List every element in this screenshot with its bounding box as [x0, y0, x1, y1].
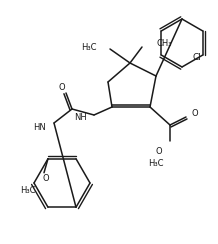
Text: O: O: [191, 110, 198, 119]
Text: O: O: [43, 174, 49, 183]
Text: CH₃: CH₃: [156, 40, 172, 49]
Text: Cl: Cl: [192, 52, 201, 61]
Text: O: O: [59, 82, 65, 92]
Text: H₃C: H₃C: [20, 186, 36, 195]
Text: H₃C: H₃C: [148, 159, 164, 167]
Text: NH: NH: [74, 113, 87, 122]
Text: HN: HN: [33, 122, 46, 132]
Text: H₃C: H₃C: [82, 42, 97, 51]
Text: O: O: [155, 146, 162, 155]
